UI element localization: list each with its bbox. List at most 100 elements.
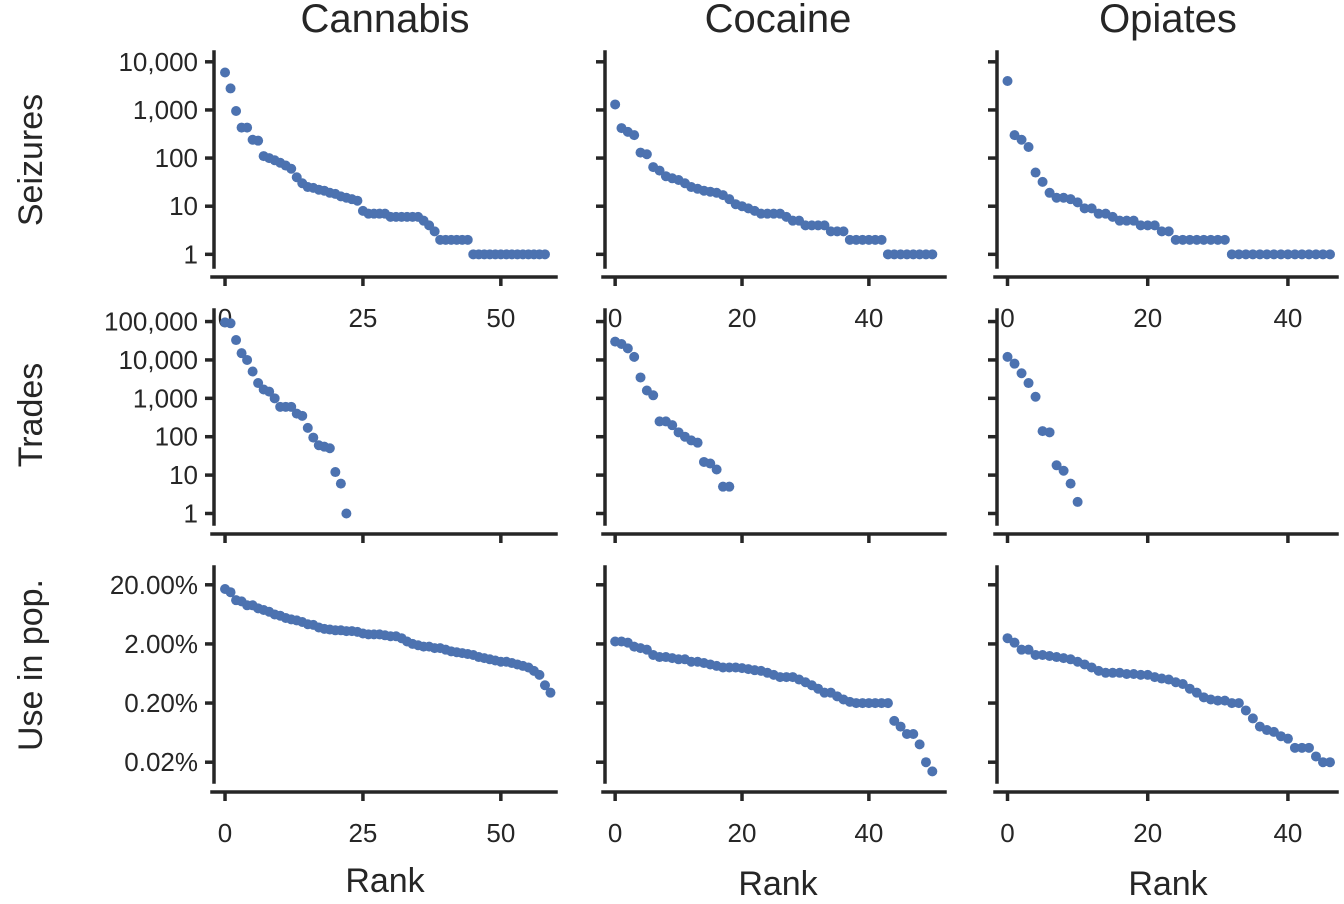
cocaine-use-in-pop-point <box>914 739 925 750</box>
cannabis-trades-point <box>297 410 308 421</box>
opiates-seizures-point <box>1037 176 1048 187</box>
opiates-use-in-pop-point <box>1100 667 1111 678</box>
column-title-cannabis: Cannabis <box>300 0 469 41</box>
cannabis-use-in-pop-y-tick-label: 0.02% <box>124 747 198 777</box>
opiates-use-in-pop-point <box>1023 644 1034 655</box>
cocaine-use-in-pop-point <box>882 698 893 709</box>
cocaine-seizures-point <box>629 130 640 141</box>
cocaine-use-in-pop-point <box>908 728 919 739</box>
cannabis-trades-point <box>330 467 341 478</box>
opiates-trades-point <box>1058 465 1069 476</box>
opiates-use-in-pop-point <box>1324 757 1335 768</box>
cannabis-trades-point <box>247 366 258 377</box>
opiates-seizures-x-tick-label: 40 <box>1273 303 1302 333</box>
cannabis-seizures-y-tick-label: 1,000 <box>133 95 198 125</box>
column-title-opiates: Opiates <box>1099 0 1237 41</box>
opiates-seizures-point <box>1002 75 1013 86</box>
cocaine-trades-point <box>667 420 678 431</box>
cannabis-trades-point <box>236 348 247 359</box>
opiates-seizures-point <box>1079 203 1090 214</box>
cocaine-seizures-x-tick-label: 20 <box>728 303 757 333</box>
cannabis-use-in-pop-y-tick-label: 20.00% <box>110 570 198 600</box>
opiates-seizures-point <box>1163 226 1174 237</box>
cocaine-trades-point <box>635 372 646 383</box>
cannabis-use-in-pop-x-tick-label: 25 <box>348 818 377 848</box>
cannabis-trades-point <box>302 422 313 433</box>
x-axis-title-cocaine: Rank <box>738 865 818 903</box>
opiates-seizures-point <box>1009 130 1020 141</box>
cannabis-seizures-y-tick-label: 100 <box>155 143 198 173</box>
opiates-use-in-pop-point <box>1212 695 1223 706</box>
cannabis-trades-y-tick-label: 1,000 <box>133 383 198 413</box>
cannabis-seizures-point <box>225 83 236 94</box>
opiates-seizures-point <box>1233 249 1244 260</box>
opiates-use-in-pop-point <box>1303 742 1314 753</box>
opiates-seizures-point <box>1016 134 1027 145</box>
opiates-use-in-pop-point <box>1240 705 1251 716</box>
opiates-seizures-point <box>1086 203 1097 214</box>
cannabis-seizures-point <box>352 195 363 206</box>
opiates-seizures-point <box>1317 249 1328 260</box>
opiates-seizures-point <box>1310 249 1321 260</box>
cannabis-trades-y-tick-label: 10 <box>169 460 198 490</box>
opiates-trades-point <box>1023 378 1034 389</box>
panels-group: 1 10 100 1,000 10,000 0 25 50 0 20 40 0 20 40 1 10 100 1,… <box>104 47 1339 848</box>
opiates-seizures-point <box>1030 167 1041 178</box>
opiates-use-in-pop-point <box>1191 687 1202 698</box>
opiates-use-in-pop-point <box>1247 713 1258 724</box>
opiates-trades-point <box>1065 478 1076 489</box>
opiates-use-in-pop-point <box>1009 637 1020 648</box>
opiates-use-in-pop-x-tick-label: 0 <box>1000 818 1014 848</box>
cocaine-trades-point <box>711 464 722 475</box>
cannabis-seizures-point <box>539 249 550 260</box>
cannabis-seizures-y-tick-label: 1 <box>184 239 198 269</box>
opiates-use-in-pop-point <box>1289 742 1300 753</box>
opiates-seizures-point <box>1156 226 1167 237</box>
cannabis-seizures-point <box>242 122 253 133</box>
opiates-seizures-point <box>1261 249 1272 260</box>
cannabis-trades-point <box>231 335 242 346</box>
cannabis-trades-y-tick-label: 1 <box>184 498 198 528</box>
opiates-trades-point <box>1044 427 1055 438</box>
cocaine-seizures-point <box>641 149 652 160</box>
cannabis-trades-point <box>225 318 236 329</box>
opiates-seizures-point <box>1177 234 1188 245</box>
opiates-seizures-point <box>1128 215 1139 226</box>
opiates-seizures-point <box>1198 234 1209 245</box>
opiates-seizures-point <box>1093 208 1104 219</box>
cocaine-trades-point <box>629 351 640 362</box>
cocaine-trades-point <box>692 437 703 448</box>
opiates-trades-point <box>1016 368 1027 379</box>
cocaine-seizures-point <box>876 234 887 245</box>
row-label-use-in-pop: Use in pop. <box>12 579 50 751</box>
opiates-seizures-point <box>1072 197 1083 208</box>
opiates-use-in-pop-point <box>1030 649 1041 660</box>
opiates-seizures-point <box>1268 249 1279 260</box>
cannabis-seizures-point <box>253 135 264 146</box>
cannabis-use-in-pop-point <box>225 587 236 598</box>
cocaine-use-in-pop-point <box>895 721 906 732</box>
opiates-trades-point <box>1002 351 1013 362</box>
opiates-seizures-point <box>1226 249 1237 260</box>
opiates-seizures-x-tick-label: 20 <box>1133 303 1162 333</box>
cocaine-seizures-x-tick-label: 0 <box>608 303 622 333</box>
opiates-seizures-point <box>1142 220 1153 231</box>
opiates-use-in-pop-point <box>1233 698 1244 709</box>
opiates-seizures-point <box>1191 234 1202 245</box>
cannabis-trades-point <box>269 393 280 404</box>
cannabis-seizures-x-tick-label: 50 <box>486 303 515 333</box>
cannabis-seizures-point <box>286 163 297 174</box>
cocaine-trades-point <box>705 458 716 469</box>
opiates-seizures-point <box>1240 249 1251 260</box>
cannabis-seizures-point <box>231 106 242 117</box>
cocaine-trades-point <box>622 343 633 354</box>
opiates-seizures-point <box>1114 215 1125 226</box>
cocaine-use-in-pop-point <box>889 715 900 726</box>
cocaine-seizures-point <box>927 249 938 260</box>
opiates-seizures-point <box>1324 249 1335 260</box>
cannabis-use-in-pop-point <box>545 687 556 698</box>
cannabis-use-in-pop-point <box>539 680 550 691</box>
cannabis-use-in-pop-y-tick-label: 0.20% <box>124 688 198 718</box>
opiates-seizures-point <box>1121 215 1132 226</box>
cocaine-use-in-pop-point <box>927 766 938 777</box>
